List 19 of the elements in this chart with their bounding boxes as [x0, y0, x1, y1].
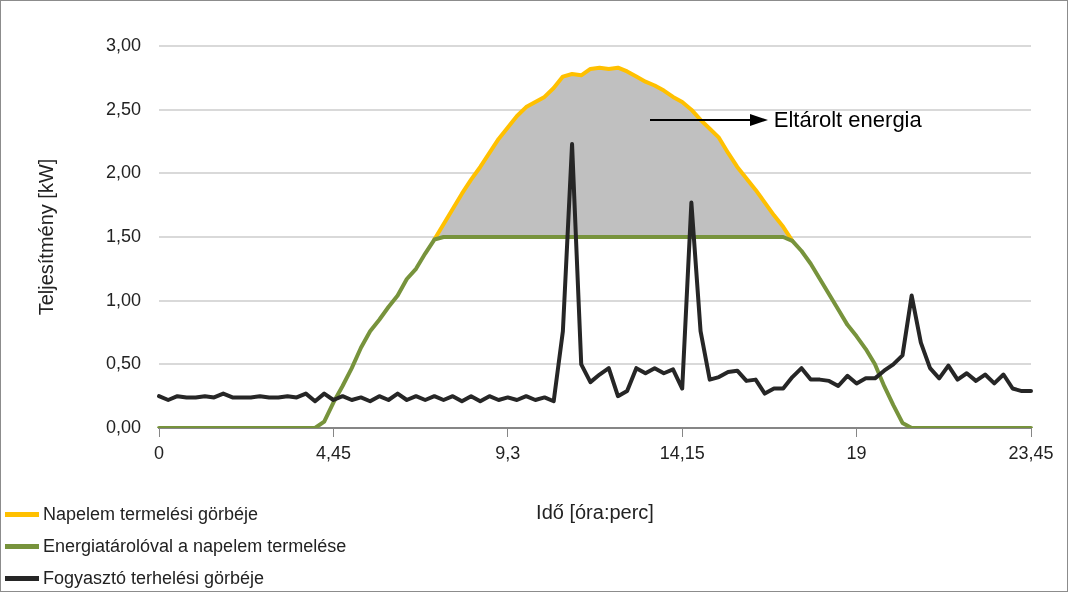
y-axis-title: Teljesítmény [kW]: [34, 158, 57, 316]
x-tick-label: 23,45: [1008, 442, 1054, 463]
x-tick-label: 19: [846, 442, 867, 463]
legend-label: Napelem termelési görbéje: [43, 503, 259, 525]
y-tick-label: 1,00: [105, 289, 141, 310]
y-tick-label: 2,00: [105, 162, 141, 183]
legend-label: Energiatárolóval a napelem termelése: [43, 535, 347, 557]
y-tick-label: 1,50: [105, 225, 141, 246]
y-tick-label: 0,50: [105, 353, 141, 374]
annotation: Eltárolt energia: [773, 106, 923, 132]
x-tick-label: 0: [153, 442, 165, 463]
y-tick-label: 3,00: [105, 34, 141, 55]
x-axis-title: Idő [óra:perc]: [536, 500, 654, 523]
x-tick-label: 4,45: [315, 442, 351, 463]
y-tick-label: 2,50: [105, 98, 141, 119]
x-tick-label: 9,3: [495, 442, 521, 463]
x-tick-label: 14,15: [659, 442, 705, 463]
y-tick-label: 0,00: [105, 416, 141, 437]
legend-label: Fogyasztó terhelési görbéje: [43, 567, 265, 589]
